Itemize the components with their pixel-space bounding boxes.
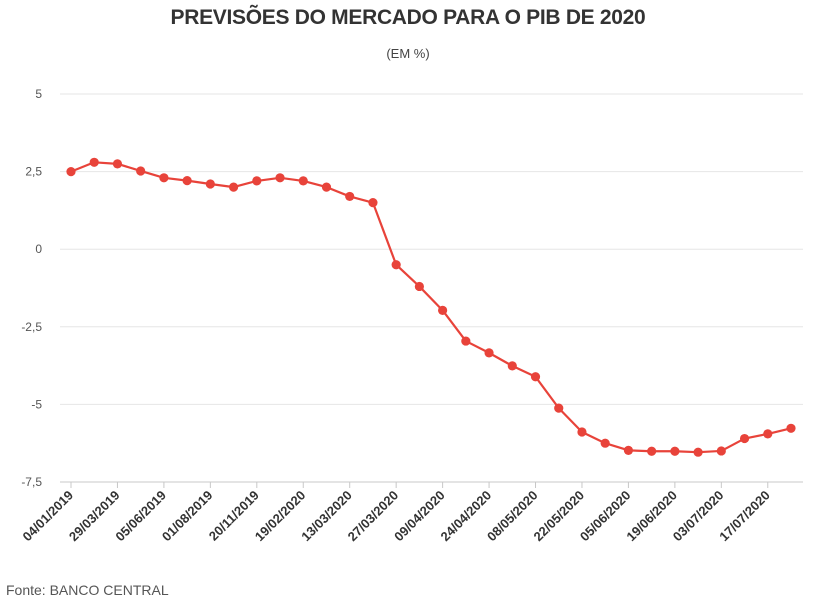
data-point	[275, 173, 285, 183]
data-point	[739, 433, 750, 444]
data-point	[647, 446, 657, 456]
data-point	[391, 260, 401, 270]
y-tick-label: 5	[35, 87, 42, 101]
data-point	[136, 166, 146, 176]
data-point	[554, 403, 564, 413]
data-point	[66, 167, 76, 177]
data-point	[298, 176, 308, 186]
data-point	[414, 281, 424, 292]
data-point	[763, 429, 773, 439]
data-point	[530, 372, 541, 382]
data-point	[228, 182, 239, 192]
data-point	[182, 176, 192, 186]
chart-subtitle: (EM %)	[386, 46, 430, 61]
data-point	[600, 438, 610, 448]
data-point	[507, 361, 517, 371]
y-tick-label: 0	[35, 242, 42, 256]
data-point	[623, 445, 634, 455]
data-point	[321, 182, 332, 192]
data-point	[716, 446, 726, 456]
data-point	[345, 191, 355, 202]
data-point	[205, 179, 215, 189]
x-tick-label: 17/07/2020	[716, 488, 773, 545]
y-tick-label: -2,5	[21, 320, 42, 334]
chart-title: PREVISÕES DO MERCADO PARA O PIB DE 2020	[170, 6, 646, 29]
data-point	[693, 447, 703, 457]
data-point	[252, 176, 262, 186]
x-tick-label: 01/08/2019	[159, 488, 216, 545]
data-point	[89, 157, 99, 167]
data-point	[484, 348, 494, 358]
data-point	[112, 159, 123, 169]
y-tick-label: 2,5	[25, 165, 42, 179]
data-point	[786, 423, 796, 433]
data-point	[159, 173, 169, 183]
data-point	[461, 336, 471, 346]
y-tick-label: -5	[31, 397, 42, 411]
data-point	[577, 427, 587, 437]
source-note: Fonte: BANCO CENTRAL	[6, 582, 169, 598]
data-point	[670, 446, 680, 456]
data-point	[368, 198, 378, 208]
series-line	[70, 161, 792, 454]
y-tick-label: -7,5	[21, 475, 42, 489]
data-point	[438, 305, 448, 315]
